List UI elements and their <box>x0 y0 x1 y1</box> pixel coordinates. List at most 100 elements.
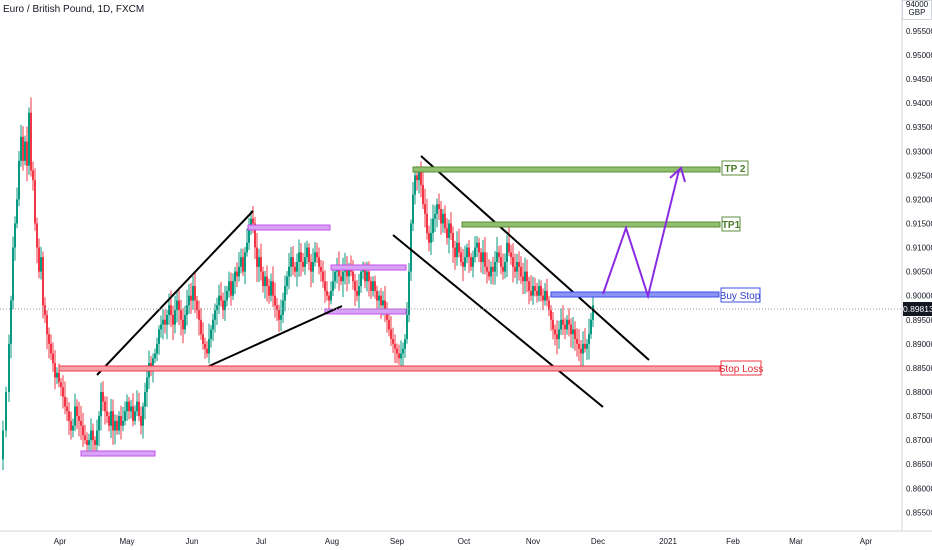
time-tick-label: 2021 <box>659 537 677 546</box>
candle-body <box>80 420 82 426</box>
tp1-level-box[interactable] <box>461 221 721 228</box>
candle-body <box>262 271 264 287</box>
candle-body <box>590 319 592 335</box>
candle-body <box>550 310 552 320</box>
candle-body <box>522 276 524 282</box>
candle-body <box>130 406 132 412</box>
candle-body <box>338 266 340 277</box>
candle-body <box>36 223 38 248</box>
candle-body <box>544 290 546 301</box>
candle-body <box>394 343 396 349</box>
candle-body <box>318 257 320 267</box>
time-tick-label: Apr <box>54 537 67 546</box>
candle-body <box>558 329 560 340</box>
candle-body <box>56 372 58 378</box>
candle-body <box>346 266 348 277</box>
currency-box[interactable]: 94000 GBP <box>902 0 932 20</box>
candle-body <box>216 305 218 311</box>
candle-body <box>52 353 54 364</box>
candle-body <box>564 324 566 330</box>
current-price-badge: 0.89813 <box>903 302 932 316</box>
candle-body <box>514 266 516 272</box>
candle-body <box>412 194 414 224</box>
candle-body <box>214 310 216 320</box>
candle-body <box>110 411 112 426</box>
candle-body <box>580 348 582 354</box>
trendline-up-jun-aug[interactable] <box>206 305 343 368</box>
stop-loss-level-box[interactable] <box>58 365 721 372</box>
candle-body <box>260 257 262 272</box>
candle-body <box>144 392 146 407</box>
support-zone-box-apr[interactable] <box>80 450 156 457</box>
resistance-zone-box-jul[interactable] <box>247 224 331 231</box>
candle-body <box>592 305 594 320</box>
candle-body <box>562 319 564 325</box>
price-tick-label: 0.85500 <box>906 508 932 517</box>
candle-body <box>206 348 208 354</box>
candle-body <box>34 180 36 224</box>
candle-body <box>286 276 288 287</box>
candle-body <box>466 247 468 258</box>
candle-body <box>250 218 252 229</box>
time-tick-label: Oct <box>458 537 471 546</box>
time-axis[interactable]: Apr May Jun Jul Aug Sep Oct Nov Dec 2021 Feb Mar Apr <box>0 530 932 546</box>
candle-body <box>60 382 62 388</box>
candle-body <box>314 252 316 262</box>
support-zone-box-aug[interactable] <box>324 308 407 315</box>
candle-body <box>552 319 554 330</box>
candle-body <box>568 319 570 325</box>
candle-body <box>492 266 494 272</box>
candle-body <box>100 392 102 417</box>
candle-body <box>72 425 74 431</box>
candle-body <box>282 300 284 315</box>
candle-body <box>114 420 116 431</box>
tp2-level-box[interactable] <box>412 166 721 173</box>
candle-body <box>304 257 306 267</box>
candle-body <box>146 377 148 392</box>
candle-body <box>204 343 206 349</box>
candle-body <box>208 339 210 354</box>
candle-body <box>264 276 266 287</box>
candle-body <box>360 271 362 287</box>
candle-body <box>124 411 126 421</box>
projection-path[interactable] <box>602 169 680 300</box>
candle-body <box>510 252 512 258</box>
candle-body <box>118 416 120 431</box>
candle-body <box>320 266 322 272</box>
channel-lower-line[interactable] <box>392 234 604 408</box>
candle-body <box>538 286 540 296</box>
candle-body <box>24 141 26 161</box>
time-tick-label: Nov <box>526 537 540 546</box>
candle-body <box>62 387 64 397</box>
candle-body <box>512 257 514 267</box>
candle-body <box>498 252 500 258</box>
candle-body <box>404 339 406 349</box>
candle-body <box>12 247 14 301</box>
candle-body <box>176 300 178 311</box>
candle-body <box>340 276 342 282</box>
buy-stop-level-box[interactable] <box>550 291 720 298</box>
candle-body <box>210 329 212 340</box>
candle-body <box>418 170 420 181</box>
trendline-up-may-jul[interactable] <box>96 210 254 376</box>
candle-body <box>46 314 48 335</box>
candle-body <box>446 228 448 238</box>
resistance-zone-box-aug[interactable] <box>330 264 407 271</box>
candle-body <box>374 281 376 291</box>
candle-body <box>354 281 356 291</box>
symbol-title: Euro / British Pound, 1D, FXCM <box>3 4 145 15</box>
time-tick-label: Feb <box>726 537 740 546</box>
channel-upper-line[interactable] <box>420 155 650 361</box>
candle-body <box>186 305 188 315</box>
candle-body <box>226 290 228 301</box>
candle-body <box>582 343 584 354</box>
candle-body <box>174 310 176 325</box>
candle-body <box>194 286 196 301</box>
candle-body <box>300 252 302 262</box>
candle-body <box>98 416 100 431</box>
